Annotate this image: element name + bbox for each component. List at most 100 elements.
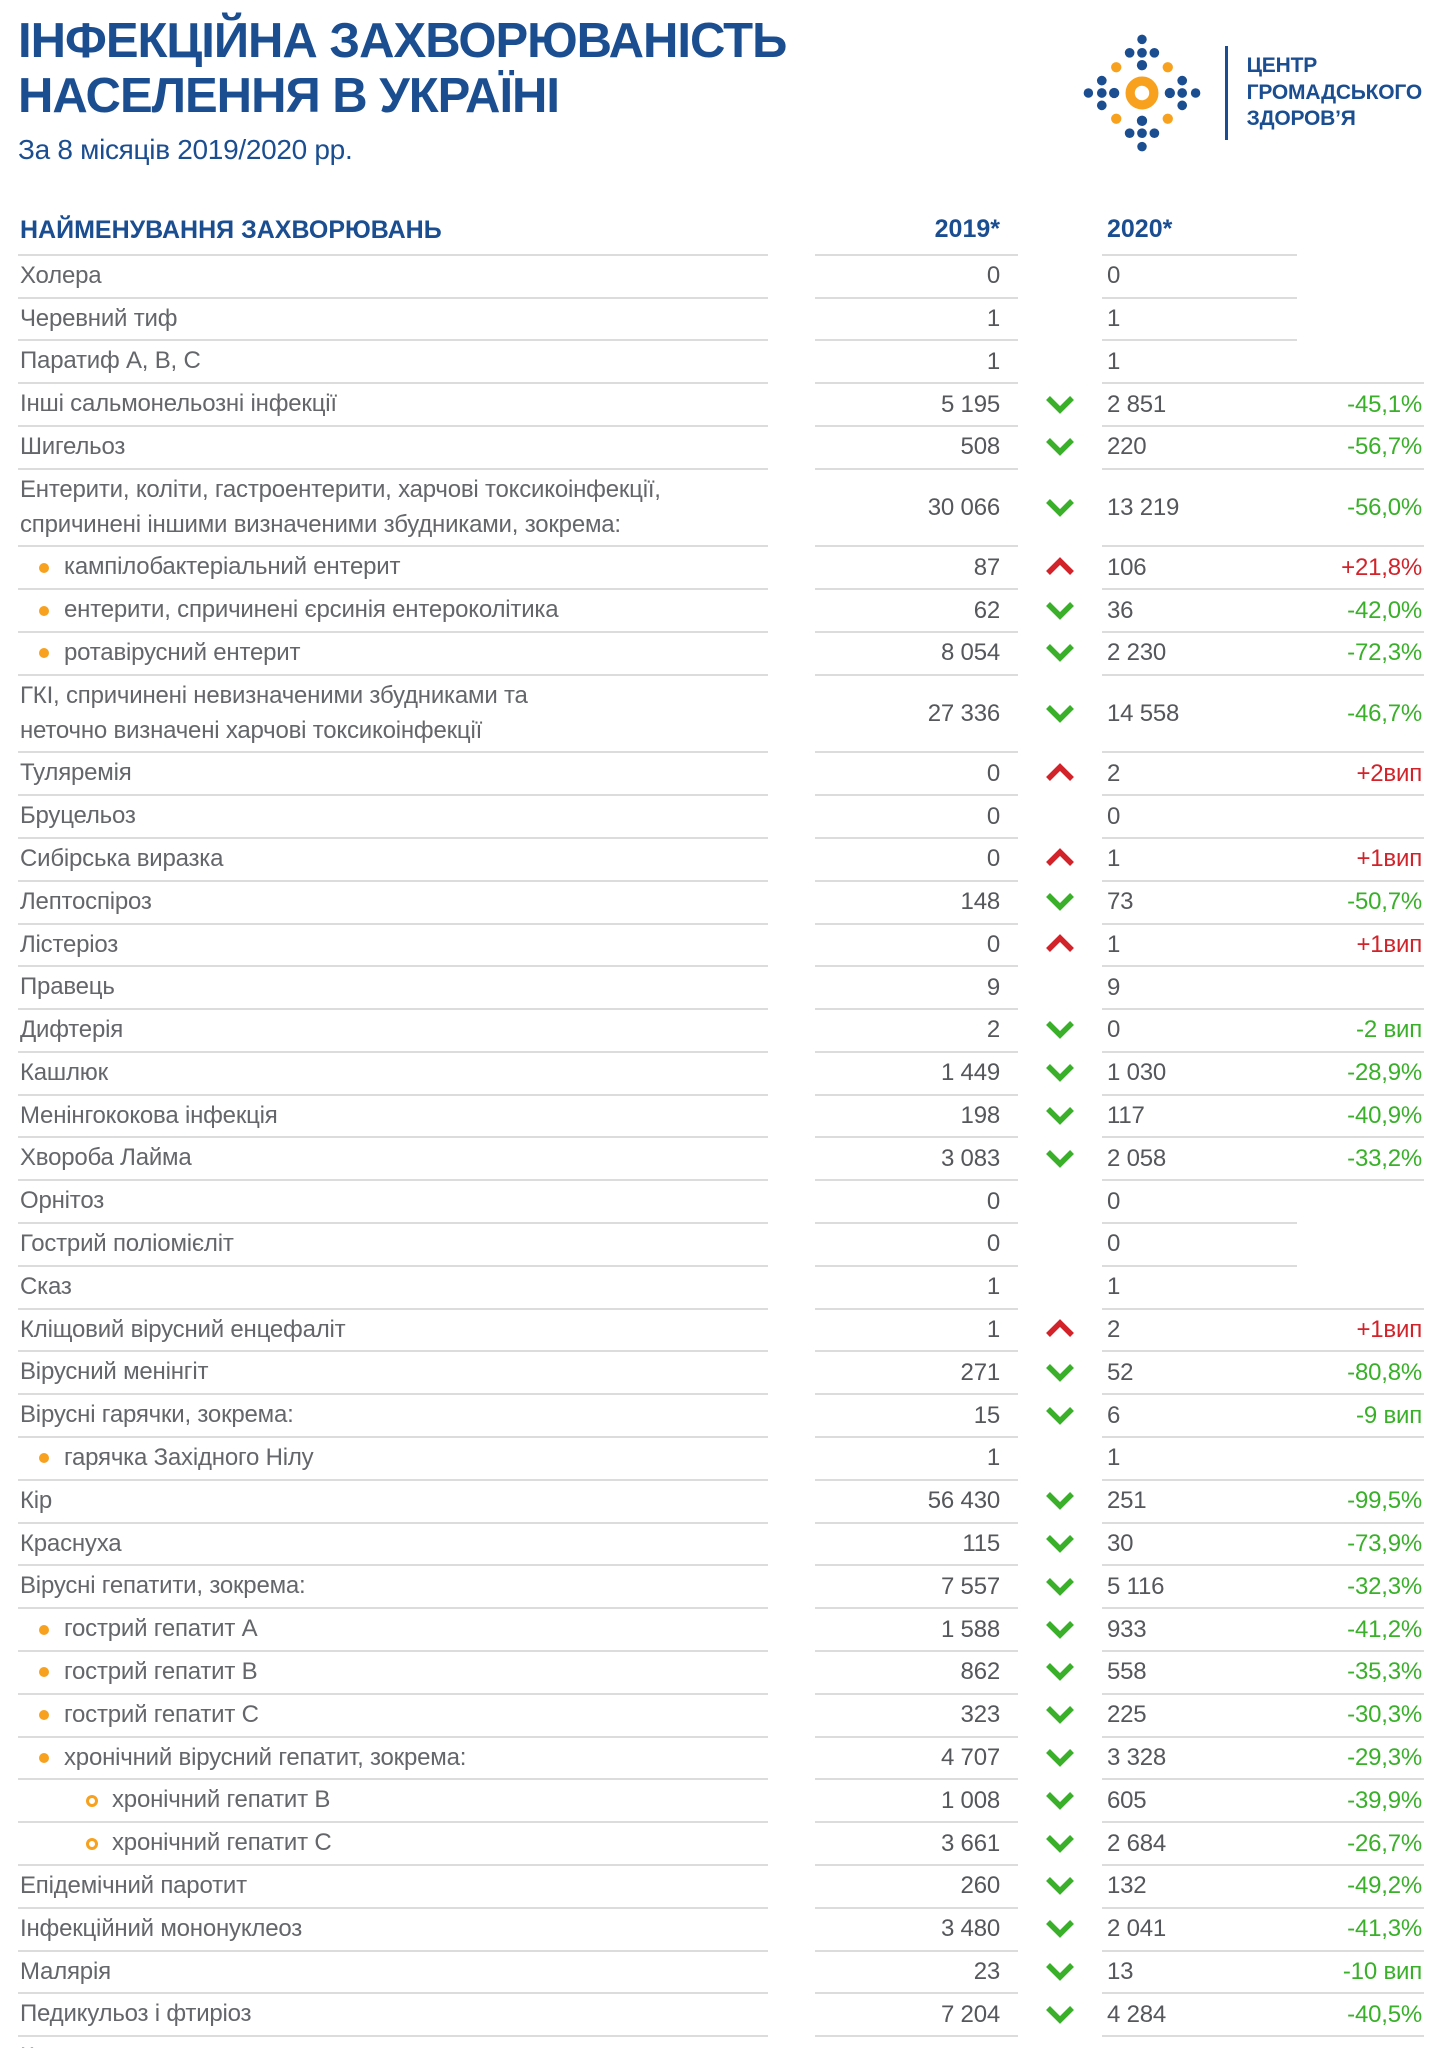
trend-down-icon: [1046, 1535, 1074, 1553]
table-header: НАЙМЕНУВАННЯ ЗАХВОРЮВАНЬ 2019* 2020*: [18, 206, 1424, 254]
change-value: -2 вип: [1297, 1008, 1424, 1051]
change-value: +1вип: [1297, 836, 1424, 880]
value-2019: 9: [815, 965, 1018, 1008]
table-row: ротавірусний ентерит 8 054 2 230 -72,3%: [18, 630, 1424, 674]
trend-down-icon: [1046, 1920, 1074, 1939]
column-gap: [768, 1308, 815, 1351]
table-row: Лістеріоз 0 1 +1вип: [18, 922, 1424, 966]
value-2020: 220: [1102, 424, 1297, 468]
disease-name: Хвороба Лайма: [18, 1136, 768, 1179]
change-value: -49,2%: [1297, 1864, 1424, 1907]
table-row: Малярія 23 13 -10 вип: [18, 1949, 1424, 1993]
value-2019: 323: [815, 1692, 1018, 1736]
trend-down-icon: [1046, 1064, 1074, 1083]
table-row: Інфекційний мононуклеоз 3 480 2 041 -41,3%: [18, 1906, 1424, 1950]
column-header-disease: НАЙМЕНУВАННЯ ЗАХВОРЮВАНЬ: [20, 215, 442, 244]
table-row: Вірусні гарячки, зокрема: 15 6 -9 вип: [18, 1393, 1424, 1436]
disease-name: Вірусні гарячки, зокрема:: [18, 1393, 768, 1436]
value-2019: 3 741: [815, 2035, 1018, 2048]
value-2020: 2 298: [1102, 2035, 1297, 2048]
change-value: -40,5%: [1297, 1992, 1424, 2035]
phc-logo: ЦЕНТР ГРОМАДСЬКОГО ЗДОРОВ’Я: [1075, 26, 1422, 160]
disease-name: Сказ: [18, 1264, 768, 1308]
trend-up-icon: [1046, 762, 1074, 781]
logo-divider: [1224, 46, 1228, 140]
change-value: [1297, 1222, 1424, 1265]
table-row: ентерити, спричинені єрсинія ентероколіт…: [18, 588, 1424, 631]
trend-cell: [1018, 588, 1102, 631]
trend-cell: [1018, 1393, 1102, 1436]
trend-cell: [1018, 794, 1102, 837]
disease-name: гострий гепатит В: [18, 1650, 768, 1693]
change-value: -30,3%: [1297, 1692, 1424, 1736]
trend-down-icon: [1046, 893, 1074, 911]
trend-down-icon: [1046, 1749, 1074, 1767]
value-2019: 0: [815, 794, 1018, 837]
column-gap: [768, 297, 815, 340]
disease-name: Лістеріоз: [18, 922, 768, 966]
change-value: [1297, 1265, 1424, 1308]
table-row: Сказ 1 1: [18, 1264, 1424, 1308]
change-value: -29,3%: [1297, 1735, 1424, 1779]
disease-name: Туляремія: [18, 751, 768, 794]
table-row: Кір 56 430 251 -99,5%: [18, 1478, 1424, 1522]
table-row: хронічний вірусний гепатит, зокрема: 4 70…: [18, 1735, 1424, 1779]
column-gap: [768, 1008, 815, 1051]
page-title: ІНФЕКЦІЙНА ЗАХВОРЮВАНІСТЬ НАСЕЛЕННЯ В УК…: [18, 14, 787, 124]
column-gap: [768, 1094, 815, 1137]
logo-text-line2: ГРОМАДСЬКОГО: [1246, 80, 1423, 104]
value-2019: 5 195: [815, 382, 1018, 425]
change-value: [1297, 254, 1424, 297]
table-row: Кліщовий вірусний енцефаліт 1 2 +1вип: [18, 1307, 1424, 1351]
trend-down-icon: [1046, 704, 1074, 723]
trend-cell: [1018, 631, 1102, 674]
disease-name: Ентерити, коліти, гастроентерити, харчов…: [18, 467, 768, 546]
change-value: -50,7%: [1297, 879, 1424, 923]
column-gap: [768, 1650, 815, 1693]
value-2019: 0: [815, 253, 1018, 297]
value-2019: 7 204: [815, 1992, 1018, 2035]
trend-cell: [1018, 1907, 1102, 1950]
change-value: -73,9%: [1297, 1521, 1424, 1565]
phc-dots-logo-icon: [1083, 34, 1200, 152]
column-gap: [768, 1136, 815, 1179]
trend-cell: [1018, 425, 1102, 468]
value-2019: 508: [815, 424, 1018, 468]
column-gap: [768, 206, 815, 254]
value-2019: 115: [815, 1521, 1018, 1565]
value-2020: 9: [1102, 965, 1297, 1008]
column-gap: [768, 1821, 815, 1864]
column-header-change: [1297, 206, 1424, 254]
disease-name: Лептоспіроз: [18, 879, 768, 923]
column-gap: [768, 1736, 815, 1779]
value-2019: 30 066: [815, 467, 1018, 546]
trend-cell: [1018, 254, 1102, 297]
value-2020: 605: [1102, 1778, 1297, 1821]
value-2019: 1: [815, 339, 1018, 382]
trend-cell: [1018, 1051, 1102, 1094]
table-row: Кашлюк 1 449 1 030 -28,9%: [18, 1050, 1424, 1094]
value-2019: 87: [815, 545, 1018, 588]
value-2020: 1: [1102, 1436, 1297, 1479]
value-2019: 1: [815, 1264, 1018, 1308]
value-2020: 1 030: [1102, 1050, 1297, 1094]
trend-down-icon: [1046, 1149, 1074, 1168]
change-value: -26,7%: [1297, 1821, 1424, 1864]
trend-down-icon: [1046, 1406, 1074, 1425]
change-value: [1297, 1436, 1424, 1479]
table-row: Педикульоз і фтиріоз 7 204 4 284 -40,5%: [18, 1992, 1424, 2035]
trend-cell: [1018, 1650, 1102, 1693]
disease-name: Черевний тиф: [18, 296, 768, 340]
trend-up-icon: [1046, 934, 1074, 952]
trend-cell: [1018, 1436, 1102, 1479]
change-value: -80,8%: [1297, 1350, 1424, 1393]
value-2019: 271: [815, 1350, 1018, 1393]
trend-down-icon: [1046, 2005, 1074, 2024]
trend-down-icon: [1046, 1791, 1074, 1810]
value-2019: 7 557: [815, 1564, 1018, 1607]
value-2019: 4 707: [815, 1735, 1018, 1779]
value-2019: 1 008: [815, 1778, 1018, 1821]
value-2020: 4 284: [1102, 1992, 1297, 2035]
